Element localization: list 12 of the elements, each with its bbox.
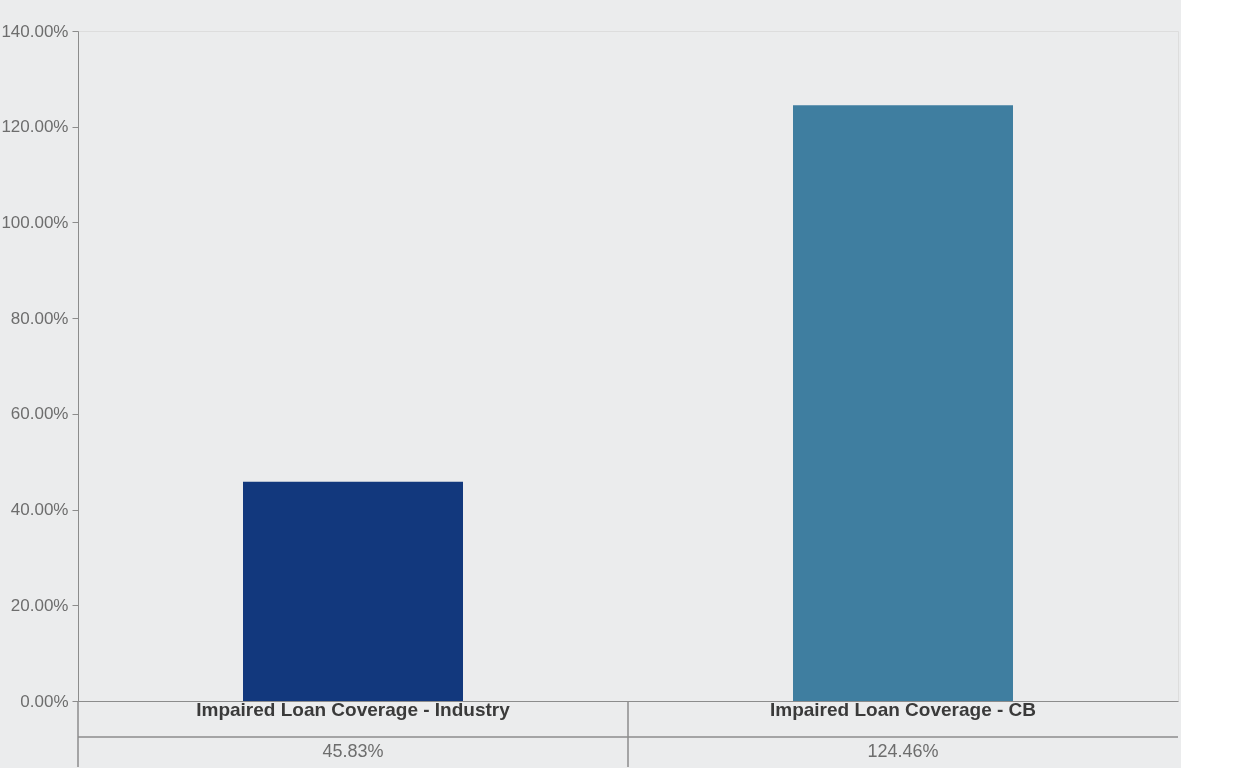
x-tick-label: Impaired Loan Coverage - Industry [196,698,511,720]
y-tick-label: 100.00% [1,212,69,232]
y-tick-label: 0.00% [20,691,69,711]
y-tick-label: 20.00% [10,595,69,615]
y-tick-label: 120.00% [1,117,69,137]
y-tick-label: 140.00% [1,21,69,41]
x-tick-label: Impaired Loan Coverage - CB [769,698,1037,720]
y-tick-label: 80.00% [10,308,69,328]
y-tick-label: 40.00% [10,500,69,520]
data-label: 124.46% [867,741,939,761]
data-label: 45.83% [322,741,384,761]
y-tick-label: 60.00% [10,404,69,424]
